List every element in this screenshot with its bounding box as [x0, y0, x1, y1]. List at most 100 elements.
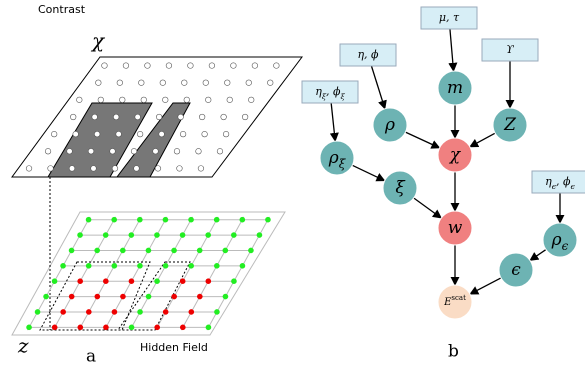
green-node: [146, 294, 152, 300]
contrast-dot: [94, 131, 100, 137]
node-label: μ, τ: [439, 11, 460, 24]
red-node: [77, 278, 83, 284]
green-node: [223, 294, 229, 300]
red-node: [180, 325, 186, 331]
red-node: [171, 294, 177, 300]
contrast-dot: [51, 131, 57, 137]
figure: Contrast χ z Hidden Field a b μ, τη, ϕϒη…: [0, 0, 585, 372]
node-label: ξ: [395, 178, 406, 198]
contrast-dot: [160, 80, 166, 86]
red-node: [163, 309, 169, 315]
green-node: [240, 217, 246, 223]
contrast-dot: [248, 97, 254, 103]
contrast-dot: [123, 63, 129, 69]
contrast-dot: [224, 80, 230, 86]
green-node: [154, 278, 160, 284]
contrast-dot: [231, 63, 237, 69]
edge-arrow: [371, 66, 384, 109]
contrast-dot: [102, 63, 108, 69]
contrast-dot: [181, 80, 187, 86]
contrast-dot: [134, 166, 140, 172]
contrast-dot: [166, 63, 172, 69]
red-node: [180, 278, 186, 284]
node-label: ϒ: [506, 43, 514, 56]
label-run: ρ: [384, 115, 395, 135]
contrast-dot: [217, 148, 223, 154]
green-node: [265, 217, 271, 223]
red-node: [103, 278, 109, 284]
green-node: [43, 294, 49, 300]
green-node: [26, 325, 32, 331]
label-run: , ϕ: [556, 175, 571, 188]
node-label: w: [448, 218, 463, 238]
contrast-dot: [70, 114, 76, 120]
contrast-dot: [180, 131, 186, 137]
green-node: [188, 263, 194, 269]
contrast-dot: [117, 80, 123, 86]
node-label: m: [447, 78, 463, 98]
contrast-dot: [112, 166, 118, 172]
contrast-dot: [45, 148, 51, 154]
label-run: Z: [503, 115, 517, 135]
contrast-dot: [177, 166, 183, 172]
red-node: [69, 294, 75, 300]
green-node: [163, 217, 169, 223]
green-node: [137, 217, 143, 223]
contrast-dot: [131, 148, 137, 154]
red-node: [95, 294, 101, 300]
contrast-dot: [252, 63, 258, 69]
red-node: [154, 325, 160, 331]
z-symbol: z: [17, 334, 29, 358]
red-node: [120, 294, 126, 300]
contrast-dot: [96, 80, 102, 86]
edge-arrow: [470, 133, 495, 147]
label-run: m: [447, 78, 463, 98]
contrast-dot: [91, 166, 97, 172]
contrast-dot: [227, 97, 233, 103]
label-run: ξ: [395, 178, 406, 198]
contrast-dot: [135, 114, 141, 120]
contrast-dot: [203, 80, 209, 86]
edge-arrow: [450, 29, 454, 71]
green-node: [86, 263, 92, 269]
contrast-dot: [184, 97, 190, 103]
contrast-dot: [209, 63, 215, 69]
contrast-dot: [202, 131, 208, 137]
contrast-dot: [26, 166, 32, 172]
green-node: [231, 232, 237, 238]
contrast-dot: [242, 114, 248, 120]
contrast-dot: [156, 114, 162, 120]
chi-symbol: χ: [90, 29, 106, 53]
green-node: [223, 248, 229, 254]
contrast-dot: [205, 97, 211, 103]
green-node: [35, 309, 41, 315]
green-node: [231, 278, 237, 284]
green-node: [214, 217, 220, 223]
contrast-dot: [178, 114, 184, 120]
green-node: [206, 325, 212, 331]
green-node: [60, 263, 66, 269]
contrast-dot: [162, 97, 168, 103]
panel-a: Contrast χ z Hidden Field a: [12, 3, 302, 367]
contrast-dot: [113, 114, 119, 120]
green-node: [171, 248, 177, 254]
edge-arrow: [405, 132, 439, 148]
red-node: [129, 278, 135, 284]
contrast-dot: [67, 148, 73, 154]
green-node: [86, 217, 92, 223]
label-run: ϵ: [571, 182, 576, 191]
edge-arrow: [331, 103, 335, 141]
contrast-dot: [69, 166, 75, 172]
contrast-dot: [139, 80, 145, 86]
contrast-dot: [98, 97, 104, 103]
red-node: [197, 294, 203, 300]
green-node: [197, 248, 203, 254]
contrast-dot: [110, 148, 116, 154]
label-run: w: [448, 218, 463, 238]
label-run: , ϕ: [326, 85, 341, 98]
node-label: χ: [449, 145, 462, 165]
label-run: χ: [449, 145, 462, 165]
green-node: [94, 248, 100, 254]
contrast-dot: [196, 148, 202, 154]
